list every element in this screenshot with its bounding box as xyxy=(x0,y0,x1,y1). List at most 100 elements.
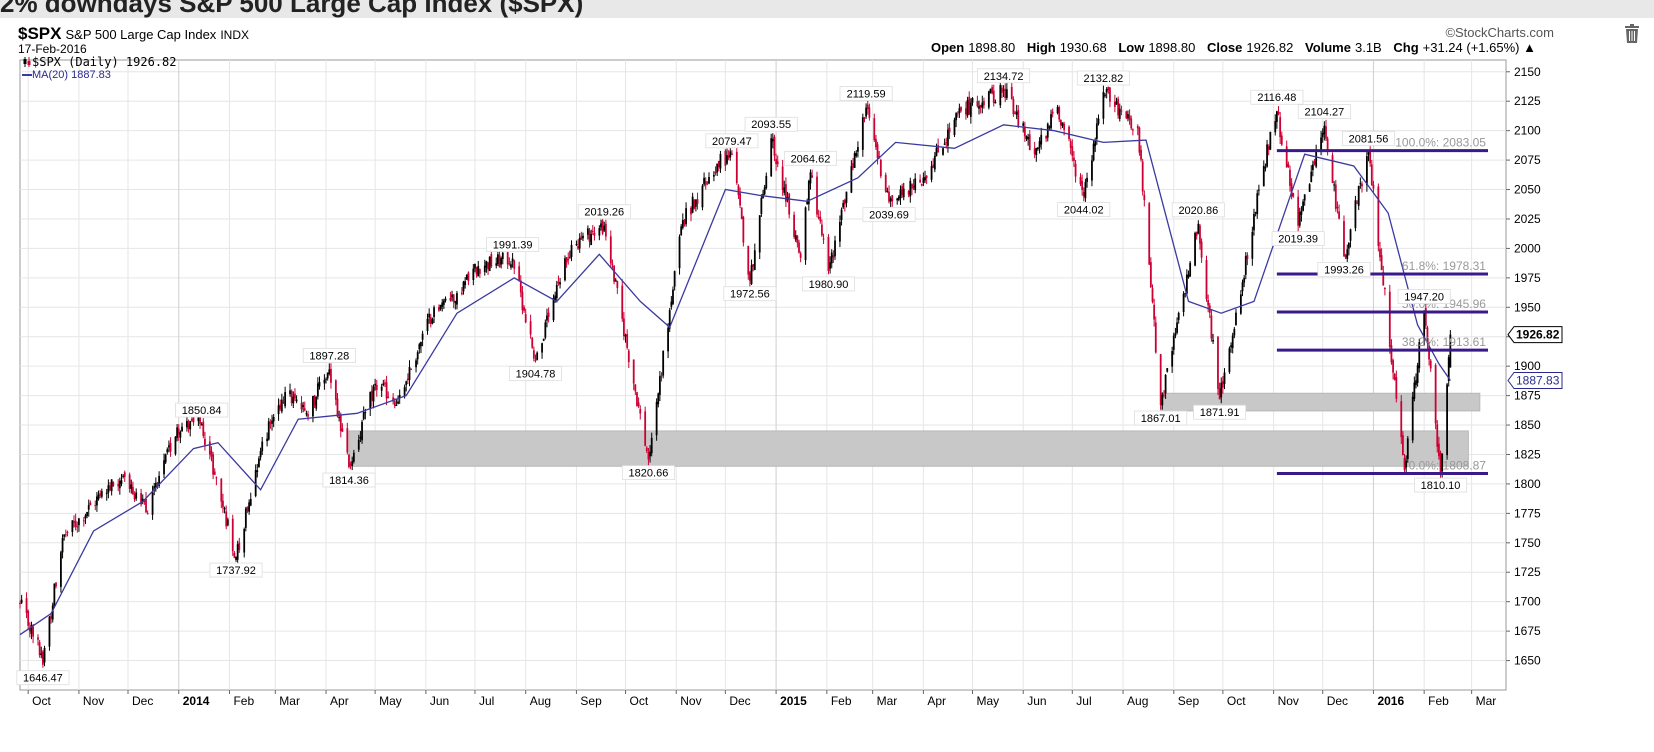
candle-body xyxy=(1297,196,1300,226)
candle-body xyxy=(1069,141,1072,148)
candle-body xyxy=(634,384,637,392)
candle-body xyxy=(1289,169,1291,186)
candle-body xyxy=(305,413,308,415)
candle-body xyxy=(708,177,710,184)
candle-body xyxy=(845,191,848,203)
candle-body xyxy=(1333,184,1336,186)
price-chart[interactable]: 1650 1675 1700 1725 1750 1775 1800 1825 1850 1875… xyxy=(0,18,1654,752)
candle-body xyxy=(464,281,467,286)
x-tick-label: Mar xyxy=(279,694,300,708)
x-tick-label: Jun xyxy=(1027,694,1046,708)
candle-body xyxy=(374,383,377,386)
candle-body xyxy=(1081,181,1084,190)
peak-label: 2081.56 xyxy=(1349,133,1389,145)
peak-label-box xyxy=(977,68,1031,84)
x-tick-label: Mar xyxy=(877,694,898,708)
candle-body xyxy=(372,386,375,402)
candle-body xyxy=(256,470,259,472)
candle-body xyxy=(1154,322,1157,353)
x-tick-label: 2014 xyxy=(183,694,210,708)
candle-body xyxy=(475,267,478,275)
candle-body xyxy=(226,519,229,526)
candle-body xyxy=(1014,112,1016,114)
trash-icon[interactable] xyxy=(1624,24,1640,44)
candle-body xyxy=(788,193,791,215)
candle-body xyxy=(48,616,51,647)
candle-body xyxy=(868,107,871,118)
candle-body xyxy=(1406,438,1409,459)
candle-body xyxy=(907,191,910,195)
y-tick-label: 1875 xyxy=(1514,389,1541,403)
quote-summary: Open 1898.80 High 1930.68 Low 1898.80 Close… xyxy=(923,40,1536,55)
candle-body xyxy=(66,532,69,534)
candle-body xyxy=(279,404,282,409)
y-tick-label: 2125 xyxy=(1514,94,1541,108)
candle-body xyxy=(1369,149,1372,164)
candle-body xyxy=(586,228,589,235)
candle-body xyxy=(524,314,527,323)
candle-body xyxy=(346,428,349,453)
peak-label-box xyxy=(783,150,837,166)
candle-body xyxy=(490,253,493,267)
candle-body xyxy=(508,263,511,265)
candle-body xyxy=(84,515,87,519)
candle-body xyxy=(1172,335,1175,350)
candle-body xyxy=(1428,345,1430,360)
candle-body xyxy=(1149,262,1152,288)
candle-body xyxy=(555,284,558,299)
candle-body xyxy=(1017,110,1020,127)
candle-body xyxy=(953,119,956,136)
candle-body xyxy=(295,399,298,402)
candle-body xyxy=(444,298,447,301)
candle-body xyxy=(315,397,318,409)
peak-label: 1871.91 xyxy=(1200,407,1240,419)
peak-label: 2079.47 xyxy=(712,136,752,148)
x-tick-label: Oct xyxy=(630,694,649,708)
candle-body xyxy=(1141,161,1144,192)
candle-body xyxy=(1302,201,1304,211)
candle-body xyxy=(30,624,33,634)
candle-body xyxy=(456,293,458,305)
y-tick-label: 2000 xyxy=(1514,241,1541,255)
candle-body xyxy=(909,180,912,197)
peak-label-box xyxy=(1134,410,1188,426)
candle-body xyxy=(312,395,314,417)
x-tick-label: Mar xyxy=(1476,694,1497,708)
peak-label-box xyxy=(322,472,376,488)
candle-body xyxy=(834,240,836,257)
peak-label: 1991.39 xyxy=(493,240,533,252)
candle-body xyxy=(169,443,172,452)
candle-body xyxy=(1315,149,1318,167)
candle-body xyxy=(999,85,1002,106)
peak-label: 2093.55 xyxy=(751,119,791,131)
candle-body xyxy=(1068,126,1070,140)
candle-body xyxy=(352,452,355,462)
candle-body xyxy=(731,153,733,155)
chg-label: Chg xyxy=(1393,40,1419,55)
open-label: Open xyxy=(930,40,965,55)
candle-body xyxy=(914,178,917,191)
brand-logo[interactable]: ©StockCharts.com xyxy=(1445,25,1554,40)
legend-ma-label: MA(20) 1887.83 xyxy=(32,69,111,81)
candle-body xyxy=(236,544,239,560)
candle-body xyxy=(529,321,532,335)
candle-body xyxy=(1401,435,1404,455)
candle-body xyxy=(1161,394,1164,406)
candle-body xyxy=(1377,186,1380,246)
candle-body xyxy=(639,409,642,414)
peak-label: 1737.92 xyxy=(216,565,256,577)
candle-body xyxy=(822,238,825,240)
candle-body xyxy=(163,460,165,475)
candle-body xyxy=(89,502,92,506)
candle-body xyxy=(922,177,925,184)
candle-body xyxy=(1277,111,1280,115)
candle-body xyxy=(235,557,237,560)
candle-body xyxy=(925,175,928,178)
candle-body xyxy=(498,254,501,268)
candle-body xyxy=(1184,292,1187,294)
candle-body xyxy=(855,153,858,156)
candle-body xyxy=(334,380,337,400)
candle-body xyxy=(197,416,200,422)
candle-body xyxy=(817,216,820,219)
candle-body xyxy=(660,375,663,377)
